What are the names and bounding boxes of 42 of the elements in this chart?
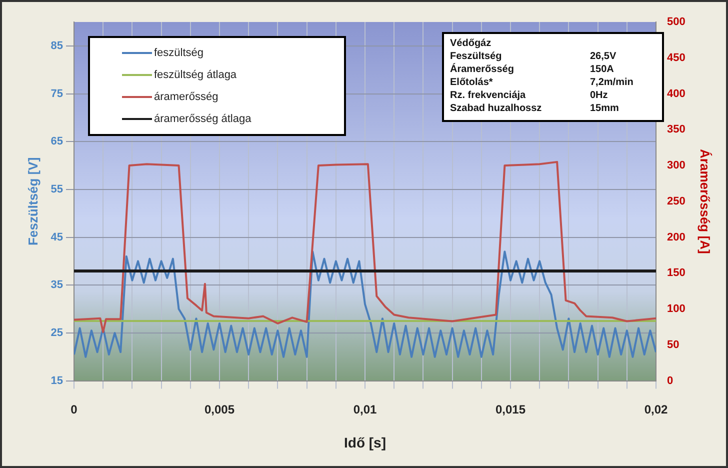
y-tick-label: 45	[50, 231, 63, 244]
annotation: 0Hz	[590, 90, 608, 103]
x-tick-label: 0,02	[644, 402, 668, 416]
y2-tick-label: 500	[667, 16, 686, 28]
y-tick-label: 75	[50, 88, 63, 100]
annotation: 15mm	[590, 103, 619, 116]
y2-tick-label: 350	[667, 124, 686, 136]
y2-tick-label: 100	[667, 303, 686, 316]
x-tick-label: 0,01	[353, 402, 377, 416]
annotation: 26,5V	[590, 51, 616, 64]
annotation: Feszültség	[450, 51, 503, 63]
annotation: Rz. frekvenciája	[450, 90, 527, 103]
annotation: 150A	[590, 64, 614, 77]
x-tick-label: 0,015	[495, 402, 526, 416]
y2-axis-title: Áramerősség [A]	[698, 149, 713, 254]
y-tick-label: 85	[50, 40, 63, 52]
x-axis-title: Idő [s]	[344, 434, 386, 450]
y-tick-label: 25	[50, 326, 63, 339]
y2-tick-label: 400	[667, 88, 686, 100]
legend-label: feszültség	[154, 47, 204, 59]
y-tick-label: 65	[50, 136, 63, 148]
y2-tick-label: 250	[667, 195, 686, 208]
annotation: Védőgáz	[450, 38, 492, 51]
legend-label: feszültség átlaga	[154, 69, 237, 81]
annotation: Áramerősség	[450, 64, 515, 77]
annotation: Szabad huzalhossz	[450, 103, 543, 116]
y-tick-label: 15	[50, 374, 63, 387]
y2-tick-label: 300	[667, 160, 686, 172]
annotation: Előtolás*	[450, 77, 494, 90]
annotation: 7,2m/min	[590, 77, 634, 90]
y2-tick-label: 200	[667, 231, 686, 244]
y-axis-title: Feszültség [V]	[25, 157, 40, 246]
y-tick-label: 55	[50, 183, 63, 196]
x-tick-label: 0	[70, 402, 78, 416]
y2-tick-label: 450	[667, 52, 686, 64]
y2-tick-label: 50	[667, 338, 680, 351]
y-tick-label: 35	[50, 279, 63, 292]
y2-tick-label: 0	[667, 374, 674, 387]
legend-label: áramerősség átlaga	[154, 113, 252, 125]
legend-label: áramerősség	[154, 91, 218, 103]
y2-tick-label: 150	[667, 267, 686, 280]
x-tick-label: 0,005	[204, 402, 235, 416]
